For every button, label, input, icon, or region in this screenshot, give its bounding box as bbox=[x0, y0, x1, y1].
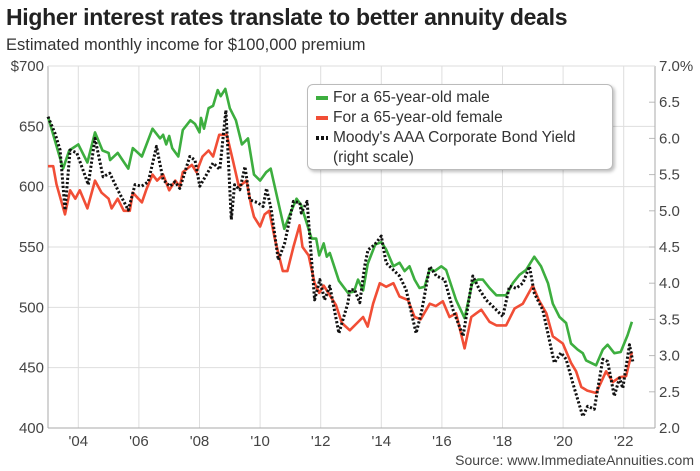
y-right-tick-label: 2.0 bbox=[659, 420, 680, 437]
y-right-tick-label: 6.5 bbox=[659, 94, 680, 111]
series-line-for-a-65-year-old-male bbox=[46, 87, 634, 367]
legend-item-bond-yield: Moody's AAA Corporate Bond Yield bbox=[316, 128, 604, 148]
y-right-tick-label: 3.0 bbox=[659, 348, 680, 365]
x-tick-label: '22 bbox=[614, 433, 634, 450]
legend-item-male: For a 65-year-old male bbox=[316, 88, 604, 108]
chart-subtitle: Estimated monthly income for $100,000 pr… bbox=[6, 36, 366, 54]
legend-swatch-dotted bbox=[316, 136, 328, 140]
y-right-tick-label: 7.0% bbox=[659, 58, 693, 75]
x-tick-label: '18 bbox=[493, 433, 513, 450]
chart-title: Higher interest rates translate to bette… bbox=[6, 4, 568, 30]
y-right-tick-label: 5.0 bbox=[659, 203, 680, 220]
y-right-tick-label: 5.5 bbox=[659, 167, 680, 184]
y-right-tick-label: 4.5 bbox=[659, 239, 680, 256]
legend-item-female: For a 65-year-old female bbox=[316, 108, 604, 128]
legend-label: For a 65-year-old male bbox=[333, 89, 490, 106]
legend-swatch-red bbox=[316, 116, 328, 120]
y-left-tick-label: 400 bbox=[19, 420, 44, 437]
legend: For a 65-year-old male For a 65-year-old… bbox=[307, 84, 613, 170]
y-left-tick-label: 500 bbox=[19, 299, 44, 316]
y-right-tick-label: 3.5 bbox=[659, 311, 680, 328]
legend-label: Moody's AAA Corporate Bond Yield bbox=[333, 129, 576, 146]
y-left-tick-label: 600 bbox=[19, 179, 44, 196]
x-tick-label: '14 bbox=[372, 433, 392, 450]
series-line-moody-s-aaa-corporate-bond-yield-right-scale- bbox=[46, 108, 635, 418]
legend-note: (right scale) bbox=[333, 149, 414, 166]
source-note: Source: www.ImmediateAnnuities.com bbox=[455, 452, 694, 468]
x-tick-label: '12 bbox=[311, 433, 331, 450]
y-right-tick-label: 6.0 bbox=[659, 130, 680, 147]
y-left-tick-label: 450 bbox=[19, 360, 44, 377]
legend-swatch-green bbox=[316, 96, 328, 100]
y-left-tick-label: $700 bbox=[11, 58, 44, 75]
x-tick-label: '16 bbox=[432, 433, 452, 450]
legend-label: For a 65-year-old female bbox=[333, 109, 503, 126]
x-tick-label: '04 bbox=[69, 433, 89, 450]
series-line-for-a-65-year-old-female bbox=[48, 133, 634, 395]
x-tick-label: '10 bbox=[250, 433, 270, 450]
y-right-tick-label: 4.0 bbox=[659, 275, 680, 292]
y-left-tick-label: 550 bbox=[19, 239, 44, 256]
y-left-tick-label: 650 bbox=[19, 118, 44, 135]
x-tick-label: '08 bbox=[190, 433, 210, 450]
x-tick-label: '20 bbox=[553, 433, 573, 450]
y-right-tick-label: 2.5 bbox=[659, 384, 680, 401]
x-tick-label: '06 bbox=[129, 433, 149, 450]
